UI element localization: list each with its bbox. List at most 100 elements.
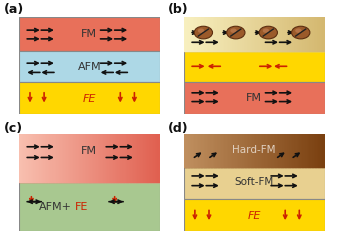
Text: (d): (d)	[168, 122, 189, 135]
Bar	[208, 134, 209, 167]
Bar	[259, 17, 260, 51]
Bar	[265, 17, 266, 51]
Bar	[20, 134, 21, 182]
Bar	[238, 17, 239, 51]
Bar	[256, 17, 258, 51]
Text: FE: FE	[83, 94, 96, 104]
Bar	[19, 82, 160, 114]
Bar	[315, 134, 316, 167]
Bar	[322, 17, 323, 51]
Bar	[88, 134, 90, 182]
Bar	[138, 134, 140, 182]
Bar	[97, 134, 99, 182]
Bar	[83, 134, 84, 182]
Bar	[193, 134, 195, 167]
Bar	[101, 134, 103, 182]
Bar	[29, 134, 30, 182]
Bar	[301, 17, 302, 51]
Bar	[214, 17, 215, 51]
Bar	[141, 134, 143, 182]
Bar	[76, 134, 77, 182]
Bar	[273, 134, 275, 167]
Bar	[229, 134, 231, 167]
Bar	[306, 17, 308, 51]
Bar	[19, 182, 160, 231]
Bar	[319, 17, 320, 51]
Bar	[320, 17, 322, 51]
Bar	[212, 134, 214, 167]
Bar	[228, 134, 229, 167]
Bar	[272, 134, 273, 167]
Bar	[151, 134, 153, 182]
Bar	[27, 134, 29, 182]
Circle shape	[263, 28, 269, 33]
Bar	[53, 134, 54, 182]
Bar	[189, 134, 191, 167]
Bar	[21, 134, 23, 182]
Bar	[103, 134, 104, 182]
Bar	[211, 17, 212, 51]
Bar	[305, 134, 306, 167]
Bar	[201, 17, 202, 51]
Bar	[116, 134, 117, 182]
Bar	[234, 134, 235, 167]
Bar	[71, 134, 73, 182]
Bar	[219, 134, 221, 167]
Bar	[303, 17, 305, 51]
Bar	[302, 134, 303, 167]
Bar	[236, 17, 238, 51]
Circle shape	[259, 26, 277, 39]
Bar	[272, 17, 273, 51]
Bar	[158, 134, 160, 182]
Bar	[44, 134, 46, 182]
Bar	[195, 17, 197, 51]
Bar	[282, 17, 283, 51]
Bar	[205, 17, 206, 51]
Bar	[43, 134, 44, 182]
Bar	[296, 134, 298, 167]
Bar	[310, 134, 312, 167]
Bar	[318, 134, 319, 167]
Bar	[288, 134, 289, 167]
Bar	[150, 134, 151, 182]
Text: Soft-FM: Soft-FM	[235, 177, 274, 187]
Bar	[269, 134, 271, 167]
Bar	[154, 134, 155, 182]
Bar	[295, 17, 296, 51]
Circle shape	[230, 28, 237, 33]
Bar	[301, 17, 302, 51]
Bar	[134, 134, 136, 182]
Circle shape	[198, 28, 204, 33]
Bar	[87, 134, 88, 182]
Bar	[70, 134, 71, 182]
Bar	[76, 134, 77, 182]
Bar	[236, 134, 238, 167]
Bar	[226, 134, 228, 167]
Bar	[214, 134, 215, 167]
Bar	[93, 134, 94, 182]
Bar	[33, 134, 34, 182]
Bar	[67, 134, 69, 182]
Bar	[184, 17, 185, 51]
Bar	[305, 17, 306, 51]
Bar	[148, 134, 150, 182]
Bar	[236, 17, 238, 51]
Bar	[60, 134, 62, 182]
Bar	[221, 17, 222, 51]
Bar	[248, 134, 249, 167]
Bar	[242, 17, 243, 51]
Bar	[53, 134, 54, 182]
Bar	[36, 134, 37, 182]
Bar	[46, 134, 47, 182]
Bar	[51, 134, 53, 182]
Bar	[282, 17, 283, 51]
Bar	[223, 17, 225, 51]
Bar	[229, 17, 231, 51]
Bar	[248, 17, 249, 51]
Bar	[251, 17, 252, 51]
Bar	[197, 17, 198, 51]
Bar	[286, 134, 288, 167]
Bar	[308, 134, 309, 167]
Bar	[312, 17, 313, 51]
Bar	[41, 134, 43, 182]
